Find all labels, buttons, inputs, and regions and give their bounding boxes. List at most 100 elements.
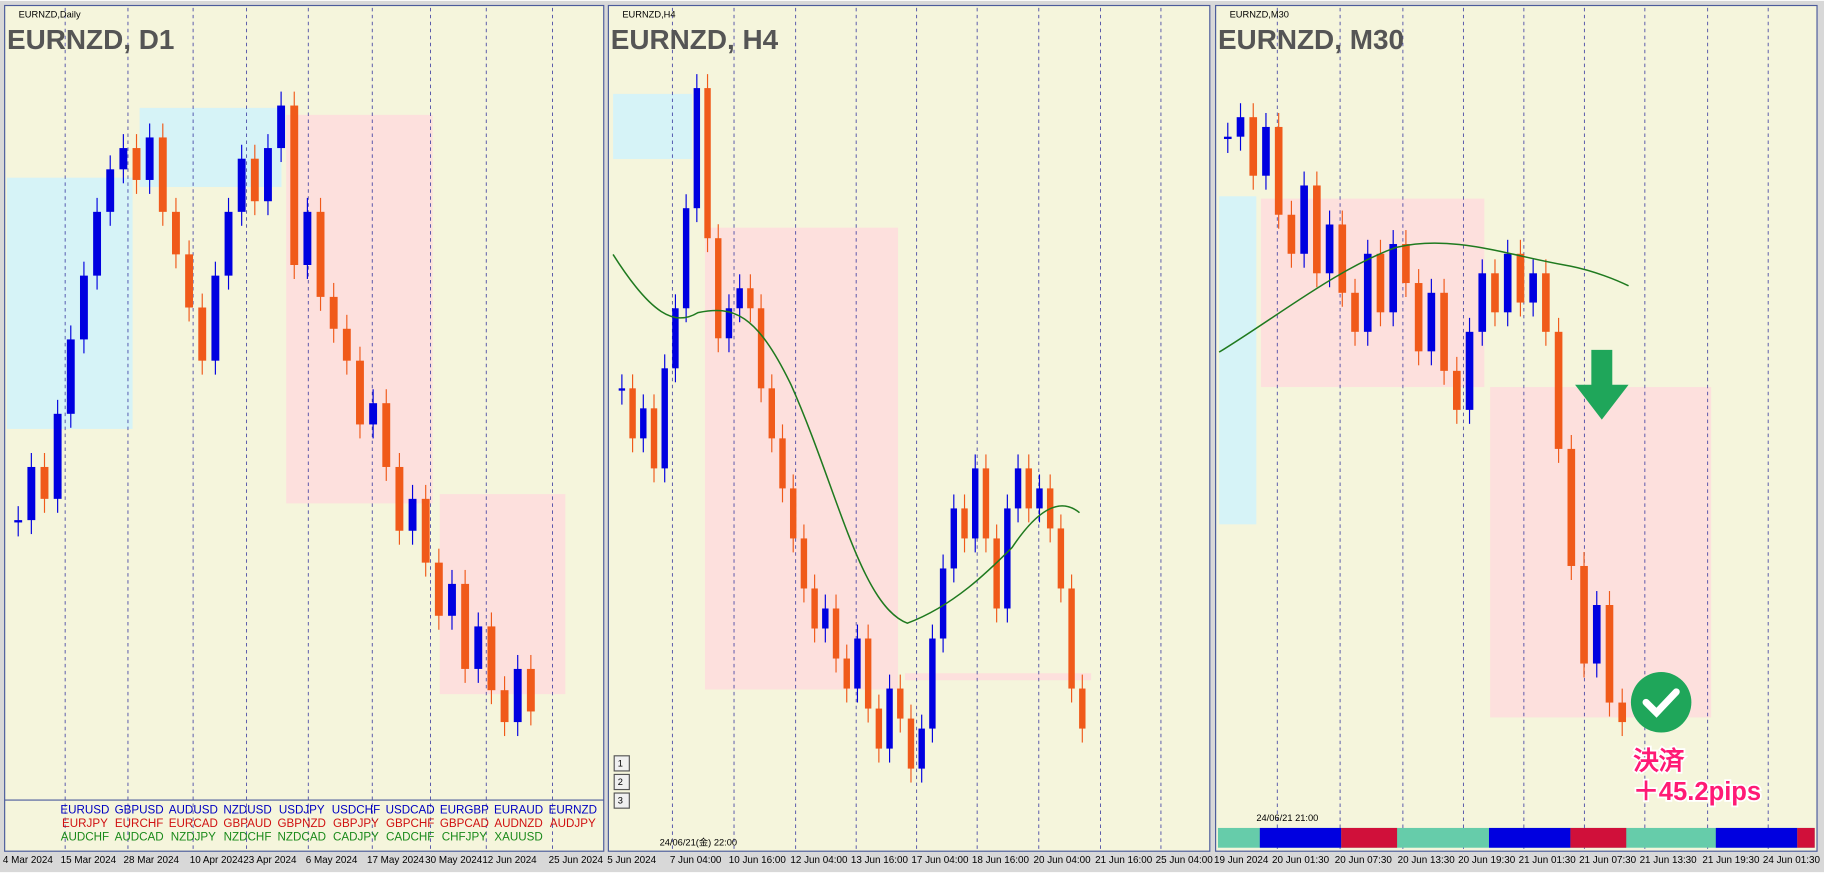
symbol: EURNZD [549,804,597,817]
candle [1605,605,1614,703]
symbol: GBPUSD [115,804,164,817]
candle [1351,292,1359,332]
symbol: EURAUD [494,804,543,817]
x-axis-label: 21 Jun 16:00 [1095,855,1153,866]
symbol: NZDCAD [278,830,326,843]
symbol: GBPJPY [333,817,379,830]
candle [982,468,990,539]
check-icon [1630,672,1692,733]
candle [1363,253,1372,332]
candle [1262,126,1270,176]
candle [66,339,75,414]
candle [715,238,722,339]
candle [119,148,128,170]
symbol: XAUUSD [494,830,542,843]
candle [1287,214,1296,254]
candle [682,208,690,309]
candle [661,368,668,469]
x-axis-label: 30 May 2024 [425,855,483,866]
chart-title: EURNZD, H4 [611,24,779,55]
candle [961,508,968,539]
candle [224,211,233,276]
candle [172,211,180,255]
candle [1554,331,1563,449]
candle [864,638,872,709]
candle [1503,253,1512,313]
candle [897,688,904,719]
candle [185,254,194,308]
candle [1025,468,1032,509]
candle [1338,224,1347,293]
scale-button-label: 2 [618,777,623,787]
x-axis-label: 4 Mar 2024 [3,855,53,866]
candle [1223,136,1232,140]
candle [843,658,850,689]
candle [854,638,861,689]
x-axis-label: 20 Jun 04:00 [1034,855,1092,866]
candle [672,308,679,369]
candle [1079,688,1086,729]
candle [704,88,711,239]
symbol: AUDNZD [494,817,542,830]
symbol: USDCAD [386,804,435,817]
candle [629,388,636,439]
x-axis-label: 28 Mar 2024 [123,855,179,866]
candle [886,688,893,749]
result-pips: ＋45.2pips [1633,778,1761,806]
candle [939,568,947,639]
scale-button-label: 1 [618,758,623,768]
x-axis-label: 10 Jun 16:00 [729,855,787,866]
symbol: NZDCHF [224,830,272,843]
symbol: EURJPY [62,817,108,830]
candle [487,626,496,691]
candle [993,538,1000,609]
x-axis-label: 24 Jun 01:30 [1763,855,1821,866]
candle [145,137,154,180]
candle [316,211,325,297]
x-axis-label: 15 Mar 2024 [61,855,117,866]
candle [303,211,312,265]
candle [693,88,701,209]
candle [434,562,443,616]
candle [1274,126,1283,215]
x-axis-label: 20 Jun 13:30 [1398,855,1456,866]
candle [1236,117,1245,137]
candle [1325,224,1334,274]
candle [736,288,743,309]
x-axis-label: 17 Jun 04:00 [911,855,969,866]
window-name: EURNZD,M30 [1230,9,1289,19]
candle [1567,448,1576,566]
symbol: GBPCHF [386,817,434,830]
candle [382,403,391,467]
symbol: GBPCAD [440,817,489,830]
scale-button [613,792,630,809]
candle [1516,253,1525,303]
candle [1389,244,1398,313]
symbol: EURUSD [60,804,109,817]
candle [832,608,840,659]
candle [800,538,808,589]
candle [650,408,658,469]
candle [329,296,338,329]
candle [132,148,141,180]
candle [290,105,299,265]
candle [53,413,62,499]
symbol: CADCHF [386,830,434,843]
result-label: 決済 [1633,746,1685,776]
candle [811,588,818,629]
candle [1465,331,1474,410]
x-axis-label: 19 Jun 2024 [1214,855,1269,866]
moving-average [612,242,1629,625]
candle [250,158,259,202]
timestamp: 24/06/21 21:00 [1256,813,1318,823]
symbol: AUDJPY [550,817,596,830]
candle [93,211,102,276]
strength-segments [1259,827,1815,848]
x-axis-label: 7 Jun 04:00 [670,855,722,866]
candle [211,275,220,361]
candle [277,105,286,149]
symbol: NZDUSD [223,804,271,817]
window-name: EURNZD,H4 [622,9,675,19]
candle [1427,292,1436,352]
